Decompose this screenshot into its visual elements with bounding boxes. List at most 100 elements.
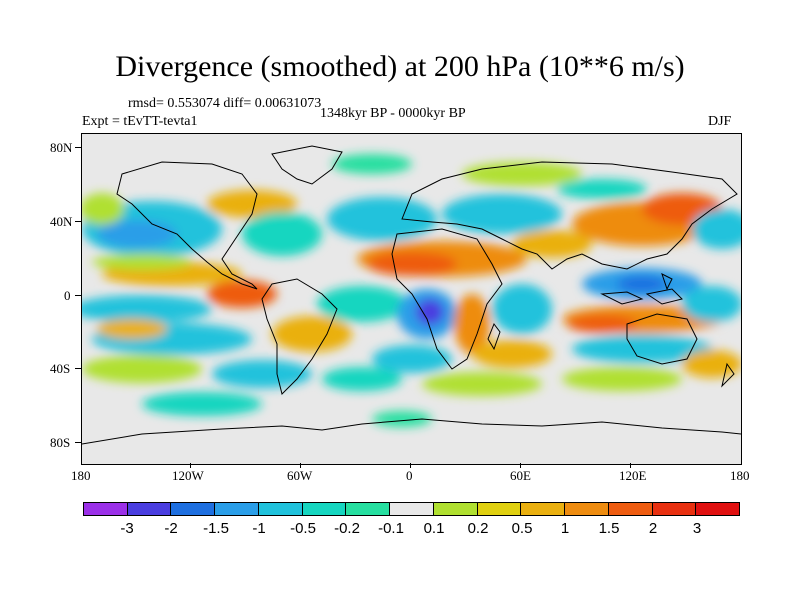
lat-label-40S: 40S — [50, 361, 71, 376]
field-patch — [212, 360, 312, 388]
field-patch — [207, 280, 277, 308]
field-patch — [372, 345, 452, 373]
field-patch — [97, 220, 177, 248]
colorbar — [83, 502, 741, 516]
field-patch — [372, 411, 432, 427]
field-patch — [422, 372, 542, 396]
colorbar-label: 0.1 — [423, 520, 445, 537]
colorbar-label: 2 — [648, 520, 658, 537]
colorbar-swatch — [83, 502, 128, 516]
colorbar-swatch — [257, 502, 303, 516]
field-patches — [82, 154, 741, 427]
field-patch — [557, 179, 647, 199]
lon-tick — [630, 463, 631, 468]
field-patch — [692, 209, 741, 249]
field-patch — [332, 154, 412, 174]
coastline-antarctica — [82, 418, 741, 445]
period-text: 1348kyr BP - 0000kyr BP — [320, 106, 466, 121]
colorbar-swatch — [695, 502, 741, 516]
field-patch — [367, 252, 457, 276]
season-text: DJF — [708, 114, 732, 129]
coastline-north-america — [116, 161, 258, 290]
colorbar-label: 1.5 — [598, 520, 620, 537]
colorbar-swatch — [432, 502, 478, 516]
lat-label-80N: 80N — [50, 140, 73, 155]
field-patch — [416, 299, 444, 325]
colorbar-label: 0.5 — [511, 520, 533, 537]
colorbar-label: 1 — [560, 520, 570, 537]
lon-tick — [190, 463, 191, 468]
lon-label-60E: 60E — [510, 468, 531, 483]
colorbar-swatch — [345, 502, 391, 516]
field-patch — [82, 295, 212, 323]
map-plot-area — [81, 133, 742, 465]
field-patch — [562, 367, 682, 391]
field-patch — [454, 294, 490, 354]
colorbar-label: -1 — [252, 520, 266, 537]
colorbar-swatch — [476, 502, 522, 516]
lat-tick — [75, 221, 81, 222]
colorbar-swatch — [389, 502, 434, 516]
coastline-maritime-continent — [600, 273, 683, 305]
colorbar-swatch — [564, 502, 609, 516]
field-patch — [567, 315, 637, 333]
lat-tick — [75, 442, 81, 443]
lon-tick — [300, 463, 301, 468]
lat-label-0: 0 — [64, 288, 71, 303]
coastline-greenland — [271, 145, 343, 185]
colorbar-swatch — [126, 502, 172, 516]
lat-tick — [75, 295, 81, 296]
field-patch — [82, 355, 202, 383]
field-patch — [617, 276, 667, 292]
lat-tick — [75, 368, 81, 369]
lon-label-60W: 60W — [287, 468, 313, 483]
field-patch — [272, 316, 352, 352]
stats-text: rmsd= 0.553074 diff= 0.00631073 — [128, 96, 322, 111]
colorbar-swatch — [651, 502, 697, 516]
field-patch — [97, 319, 167, 339]
colorbar-swatch — [520, 502, 566, 516]
plot-title: Divergence (smoothed) at 200 hPa (10**6 … — [115, 50, 685, 83]
colorbar-label: -1.5 — [203, 520, 229, 537]
colorbar-label: -3 — [120, 520, 134, 537]
lon-label-180e: 180 — [730, 468, 750, 483]
field-patch — [327, 197, 437, 241]
coastline-south-america — [261, 278, 338, 395]
colorbar-swatch — [607, 502, 653, 516]
field-patch — [682, 286, 741, 322]
coastline-eurasia — [401, 161, 738, 270]
colorbar-swatch — [301, 502, 347, 516]
lon-label-120E: 120E — [619, 468, 647, 483]
coastline-africa — [391, 228, 503, 370]
field-patch — [572, 335, 712, 363]
lat-label-40N: 40N — [50, 214, 73, 229]
coastlines — [82, 145, 741, 445]
coastline-new-zealand — [721, 362, 735, 388]
lat-label-80S: 80S — [50, 435, 71, 450]
field-patch — [512, 230, 592, 258]
field-patch — [82, 193, 124, 225]
field-patch — [92, 254, 192, 270]
lon-label-120W: 120W — [172, 468, 204, 483]
field-patch — [462, 162, 582, 186]
field-patch — [317, 286, 407, 322]
lon-tick — [410, 463, 411, 468]
coastline-madagascar — [487, 322, 501, 351]
divergence-field — [82, 134, 741, 464]
colorbar-swatch — [214, 502, 259, 516]
field-patch — [682, 350, 741, 378]
field-patch — [472, 340, 552, 368]
colorbar-label: 3 — [692, 520, 702, 537]
lon-label-180w: 180 — [71, 468, 91, 483]
field-patch — [242, 212, 322, 256]
colorbar-swatch — [170, 502, 216, 516]
colorbar-label: -0.2 — [334, 520, 360, 537]
experiment-text: Expt = tEvTT-tevta1 — [82, 114, 198, 129]
lon-tick — [520, 463, 521, 468]
field-patch — [492, 284, 552, 334]
colorbar-label: -0.5 — [290, 520, 316, 537]
field-patch — [207, 190, 297, 218]
field-patch — [142, 392, 262, 416]
colorbar-label: -0.1 — [378, 520, 404, 537]
colorbar-label: -2 — [164, 520, 178, 537]
